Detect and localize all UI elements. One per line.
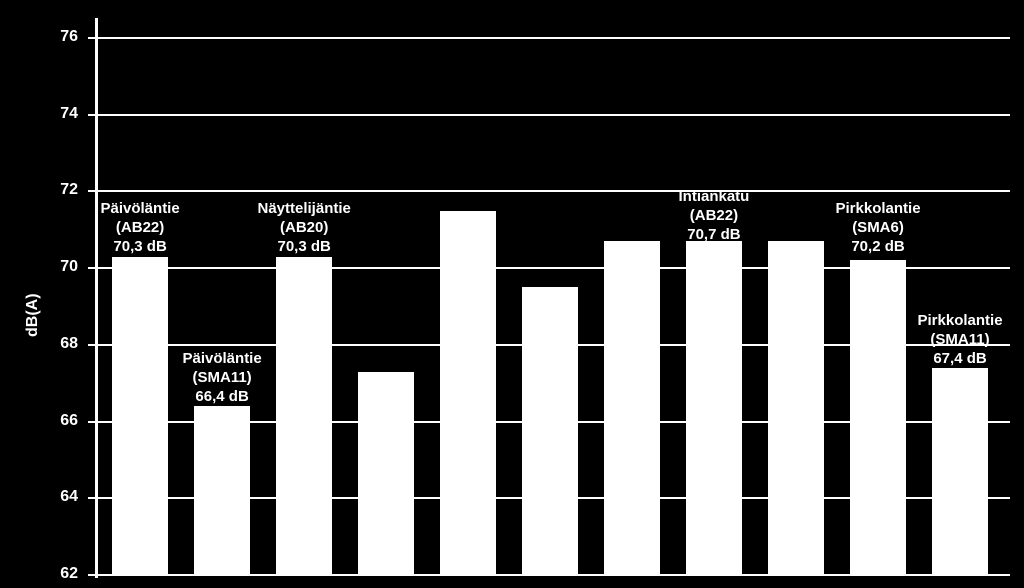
gridline — [98, 190, 1010, 192]
bar-callout: Näyttelijäntie(AB20)70,3 dB — [258, 200, 351, 256]
bar-callout: Intiankatu(AB22)70,7 dB — [679, 188, 750, 244]
bar-inner — [704, 418, 724, 575]
callout-line: Pirkkolantie — [836, 200, 921, 219]
ytick-label: 66 — [38, 412, 78, 430]
bar-inner — [622, 353, 642, 575]
ytick-label: 74 — [38, 105, 78, 123]
ytick-mark — [88, 190, 98, 192]
bar-inner — [868, 307, 888, 576]
callout-line: (SMA6) — [836, 219, 921, 238]
ytick-mark — [88, 344, 98, 346]
gridline — [98, 114, 1010, 116]
callout-line: 66,4 dB — [183, 388, 262, 407]
ytick-mark — [88, 497, 98, 499]
ytick-label: 72 — [38, 181, 78, 199]
callout-line: 70,7 dB — [679, 226, 750, 245]
bar-inner — [458, 272, 478, 575]
bar-callout: Päivöläntie(SMA11)66,4 dB — [183, 350, 262, 406]
callout-line: (AB22) — [679, 207, 750, 226]
y-axis-line — [95, 18, 98, 578]
bar-callout: Pirkkolantie(SMA11)67,4 dB — [918, 312, 1003, 368]
callout-line: 70,3 dB — [258, 238, 351, 257]
ytick-mark — [88, 114, 98, 116]
callout-line: (SMA11) — [918, 331, 1003, 350]
ytick-mark — [88, 37, 98, 39]
callout-line: 70,2 dB — [836, 238, 921, 257]
ytick-label: 64 — [38, 488, 78, 506]
bar-callout: Päivöläntie(AB22)70,3 dB — [101, 200, 180, 256]
db-bar-chart: 6264666870727476dB(A)Päivöläntie(AB22)70… — [0, 0, 1024, 588]
bar-inner — [130, 257, 150, 575]
callout-line: Näyttelijäntie — [258, 200, 351, 219]
ytick-label: 70 — [38, 258, 78, 276]
bar-callout: Pirkkolantie(SMA6)70,2 dB — [836, 200, 921, 256]
callout-line: Pirkkolantie — [918, 312, 1003, 331]
bar-inner — [950, 372, 970, 575]
ytick-label: 62 — [38, 565, 78, 583]
callout-line: Päivöläntie — [183, 350, 262, 369]
bar-inner — [212, 406, 232, 575]
callout-line: Intiankatu — [679, 188, 750, 207]
bar-inner — [294, 445, 314, 575]
callout-line: (SMA11) — [183, 369, 262, 388]
bar-inner — [786, 307, 806, 576]
gridline — [98, 37, 1010, 39]
ytick-label: 76 — [38, 28, 78, 46]
ytick-mark — [88, 267, 98, 269]
ytick-mark — [88, 574, 98, 576]
ytick-label: 68 — [38, 335, 78, 353]
callout-line: 70,3 dB — [101, 238, 180, 257]
bar-inner — [540, 425, 560, 575]
y-axis-title: dB(A) — [24, 293, 42, 337]
bar-inner — [376, 437, 396, 575]
callout-line: (AB22) — [101, 219, 180, 238]
callout-line: 67,4 dB — [918, 350, 1003, 369]
callout-line: Päivöläntie — [101, 200, 180, 219]
ytick-mark — [88, 421, 98, 423]
callout-line: (AB20) — [258, 219, 351, 238]
